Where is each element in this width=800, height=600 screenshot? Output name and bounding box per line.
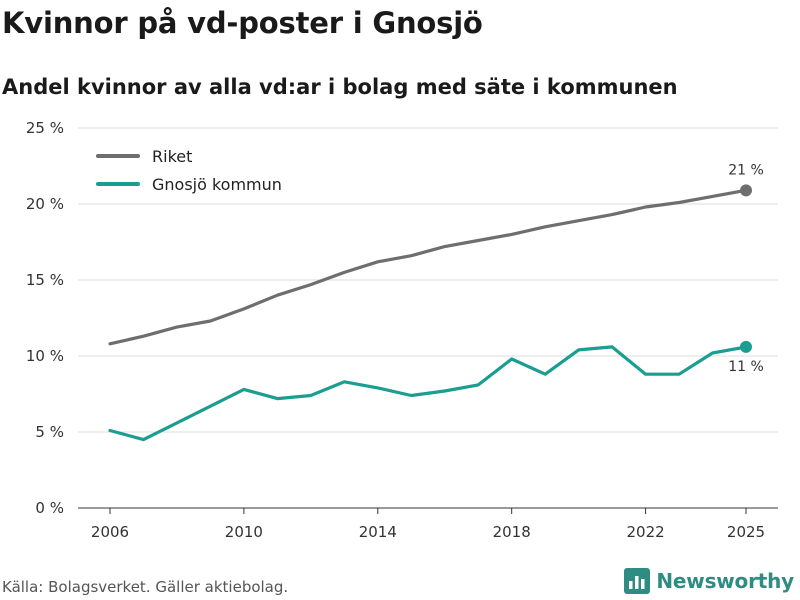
chart-title: Kvinnor på vd-poster i Gnosjö xyxy=(2,6,483,40)
brand-logo: Newsworthy xyxy=(624,568,794,594)
series-end-point xyxy=(740,340,752,353)
end-labels: 21 % 11 % xyxy=(728,162,764,375)
series xyxy=(108,184,752,442)
x-tick-label: 2006 xyxy=(91,523,129,541)
grid-lines xyxy=(78,127,778,433)
y-tick-label: 25 % xyxy=(26,119,64,137)
y-tick-label: 20 % xyxy=(26,195,64,213)
brand-name: Newsworthy xyxy=(656,569,794,593)
end-value-label: 11 % xyxy=(728,359,764,375)
legend-label: Gnosjö kommun xyxy=(152,175,282,194)
legend-label: Riket xyxy=(152,147,192,166)
y-tick-label: 0 % xyxy=(35,499,64,517)
series-line-riket xyxy=(108,188,748,346)
x-tick-label: 2022 xyxy=(626,523,664,541)
x-tick-label: 2010 xyxy=(225,523,263,541)
legend: Riket Gnosjö kommun xyxy=(96,147,282,194)
x-tick-label: 2018 xyxy=(493,523,531,541)
y-axis: 0 % 5 % 10 % 15 % 20 % 25 % xyxy=(26,119,64,517)
chart-subtitle: Andel kvinnor av alla vd:ar i bolag med … xyxy=(2,75,678,99)
x-tick-label: 2014 xyxy=(359,523,397,541)
x-tick-label: 2025 xyxy=(727,523,765,541)
y-tick-label: 15 % xyxy=(26,271,64,289)
series-end-point xyxy=(740,184,752,197)
series-line-gnosjo xyxy=(108,345,748,442)
y-tick-label: 5 % xyxy=(35,423,64,441)
x-axis: 2006 2010 2014 2018 2022 2025 xyxy=(91,508,765,541)
newsworthy-logo-icon xyxy=(624,568,651,594)
source-note: Källa: Bolagsverket. Gäller aktiebolag. xyxy=(2,578,289,596)
y-tick-label: 10 % xyxy=(26,347,64,365)
end-value-label: 21 % xyxy=(728,162,764,178)
